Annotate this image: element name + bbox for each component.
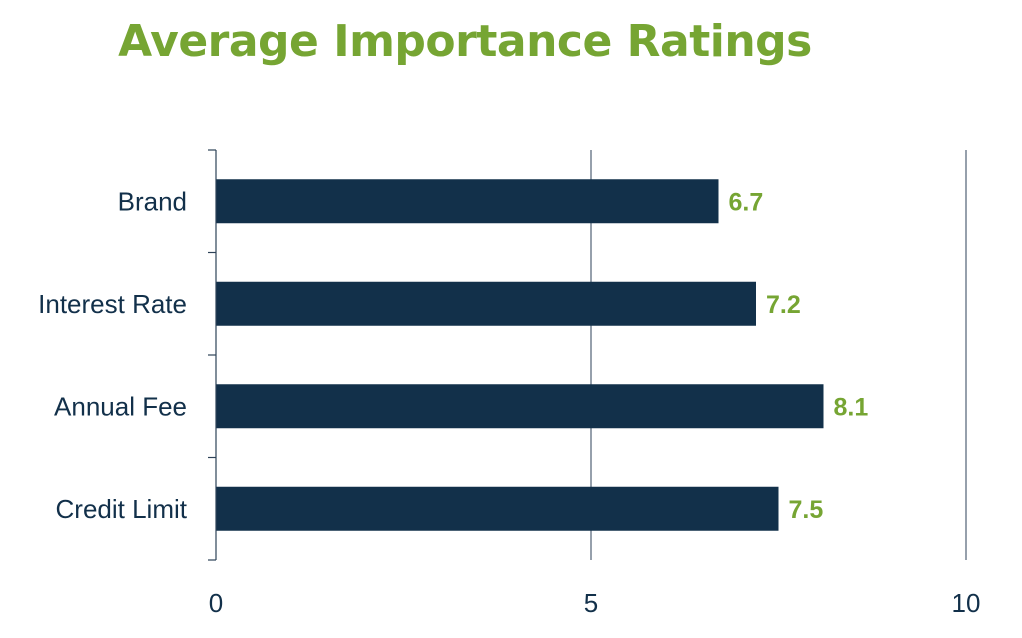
- y-axis: [208, 149, 217, 561]
- bar-brand: [216, 179, 719, 224]
- category-labels: Brand Interest Rate Annual Fee Credit Limit: [38, 186, 188, 524]
- data-labels: 6.7 7.2 8.1 7.5: [729, 188, 869, 524]
- data-label: 7.5: [789, 496, 824, 524]
- x-axis-tick-labels: 0 5 10: [209, 588, 981, 618]
- bars: [216, 179, 824, 531]
- data-label: 6.7: [729, 188, 764, 216]
- x-tick-label: 0: [209, 588, 223, 618]
- data-label: 7.2: [766, 291, 801, 319]
- category-label: Brand: [118, 186, 187, 216]
- data-label: 8.1: [834, 393, 869, 421]
- bar-interest-rate: [216, 281, 756, 326]
- bar-annual-fee: [216, 384, 824, 429]
- category-label: Annual Fee: [54, 391, 187, 421]
- bar-credit-limit: [216, 486, 779, 531]
- category-label: Credit Limit: [56, 494, 188, 524]
- category-label: Interest Rate: [38, 289, 187, 319]
- x-tick-label: 5: [584, 588, 598, 618]
- chart-title: Average Importance Ratings: [118, 16, 812, 67]
- x-tick-label: 10: [952, 588, 981, 618]
